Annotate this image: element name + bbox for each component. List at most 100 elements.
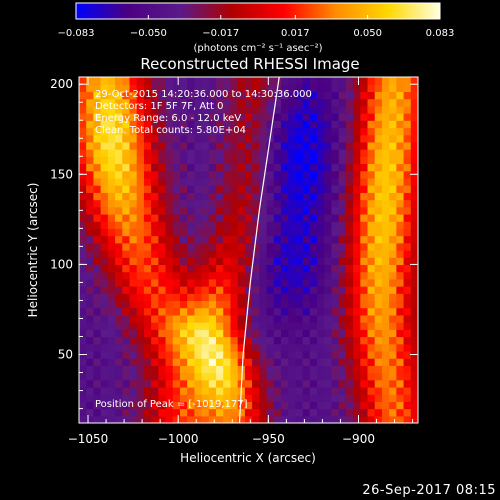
- heatmap-cell: [410, 329, 418, 338]
- heatmap-cell: [107, 113, 116, 121]
- heatmap-cell: [302, 98, 311, 107]
- heatmap-cell: [338, 372, 347, 381]
- heatmap-cell: [201, 77, 210, 85]
- colorbar-ticks: −0.083 −0.050 −0.017 0.017 0.050 0.083: [57, 15, 454, 39]
- heatmap-cell: [129, 221, 138, 229]
- heatmap-cell: [389, 242, 397, 251]
- heatmap-cell: [252, 386, 260, 395]
- heatmap-cell: [317, 293, 325, 302]
- heatmap-cell: [165, 264, 174, 273]
- heatmap-cell: [389, 149, 397, 157]
- heatmap-cell: [136, 415, 145, 423]
- heatmap-cell: [266, 408, 275, 417]
- heatmap-cell: [273, 336, 282, 345]
- heatmap-cell: [403, 235, 412, 244]
- heatmap-cell: [244, 206, 253, 215]
- heatmap-cell: [158, 98, 167, 107]
- heatmap-cell: [302, 134, 311, 143]
- heatmap-cell: [165, 84, 174, 93]
- heatmap-cell: [266, 271, 275, 280]
- heatmap-cell: [143, 401, 152, 410]
- heatmap-cell: [280, 278, 289, 287]
- colorbar-tick-label: −0.050: [130, 28, 167, 39]
- heatmap-cell: [151, 228, 159, 237]
- heatmap-cell: [389, 271, 397, 280]
- heatmap-cell: [259, 228, 268, 237]
- heatmap-cell: [374, 350, 383, 359]
- heatmap-cell: [93, 206, 102, 215]
- heatmap-cell: [151, 386, 159, 395]
- heatmap-cell: [338, 365, 347, 374]
- heatmap-cell: [288, 401, 296, 410]
- heatmap-cell: [115, 257, 123, 266]
- heatmap-cell: [381, 336, 390, 345]
- heatmap-cell: [353, 358, 361, 366]
- heatmap-cell: [338, 293, 347, 302]
- heatmap-cell: [252, 415, 260, 423]
- heatmap-cell: [280, 242, 289, 251]
- heatmap-cell: [86, 264, 95, 273]
- heatmap-cell: [208, 257, 217, 266]
- heatmap-cell: [93, 264, 102, 273]
- heatmap-cell: [252, 358, 260, 366]
- heatmap-cell: [201, 329, 210, 338]
- heatmap-cell: [360, 149, 369, 157]
- heatmap-cell: [410, 213, 418, 222]
- heatmap-cell: [136, 127, 145, 136]
- heatmap-cell: [93, 386, 102, 395]
- heatmap-cell: [237, 177, 246, 186]
- heatmap-cell: [396, 242, 405, 251]
- heatmap-cell: [353, 113, 361, 121]
- heatmap-cell: [244, 314, 253, 323]
- y-tick-label: 100: [50, 257, 73, 271]
- heatmap-cell: [374, 379, 383, 388]
- heatmap-cell: [158, 134, 167, 143]
- heatmap-cell: [158, 365, 167, 374]
- heatmap-cell: [216, 221, 224, 229]
- heatmap-cell: [410, 185, 418, 193]
- heatmap-cell: [331, 91, 340, 100]
- heatmap-cell: [158, 278, 167, 287]
- heatmap-cell: [143, 343, 152, 352]
- heatmap-cell: [331, 343, 340, 352]
- heatmap-cell: [79, 199, 87, 208]
- heatmap-cell: [295, 170, 304, 179]
- heatmap-cell: [107, 271, 116, 280]
- heatmap-cell: [143, 372, 152, 381]
- heatmap-cell: [216, 199, 224, 208]
- heatmap-cell: [107, 192, 116, 201]
- heatmap-cell: [280, 91, 289, 100]
- heatmap-cell: [302, 336, 311, 345]
- heatmap-cell: [360, 336, 369, 345]
- heatmap-cell: [158, 120, 167, 129]
- heatmap-cell: [86, 329, 95, 338]
- colorbar-tick-label: 0.017: [281, 28, 310, 39]
- heatmap-cell: [353, 379, 361, 388]
- heatmap-cell: [208, 177, 217, 186]
- heatmap-cell: [317, 358, 325, 366]
- heatmap-cell: [158, 84, 167, 93]
- heatmap-cell: [230, 228, 239, 237]
- heatmap-cell: [309, 264, 318, 273]
- heatmap-cell: [410, 98, 418, 107]
- heatmap-cell: [338, 206, 347, 215]
- heatmap-cell: [172, 221, 181, 229]
- heatmap-cell: [367, 185, 376, 193]
- heatmap-cell: [252, 127, 260, 136]
- heatmap-cell: [122, 185, 131, 193]
- heatmap-cell: [324, 350, 333, 359]
- heatmap-cell: [230, 264, 239, 273]
- heatmap-cell: [79, 329, 87, 338]
- heatmap-cell: [165, 206, 174, 215]
- heatmap-cell: [252, 185, 260, 193]
- heatmap-cell: [237, 213, 246, 222]
- heatmap-cell: [273, 314, 282, 323]
- heatmap-cell: [374, 293, 383, 302]
- heatmap-cell: [86, 156, 95, 165]
- heatmap-cell: [345, 77, 354, 85]
- heatmap-cell: [122, 257, 131, 266]
- heatmap-cell: [86, 336, 95, 345]
- heatmap-cell: [331, 314, 340, 323]
- heatmap-cell: [345, 113, 354, 121]
- heatmap-cell: [317, 163, 325, 172]
